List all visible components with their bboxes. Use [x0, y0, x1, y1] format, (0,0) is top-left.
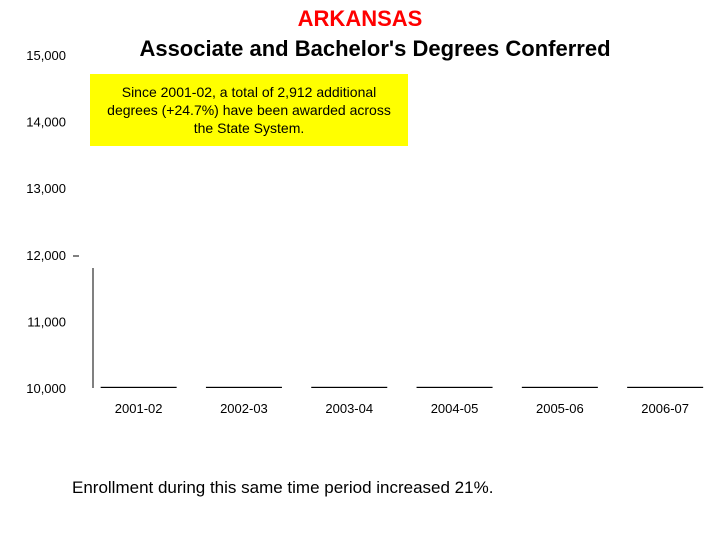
- y-tick-label: 15,000: [26, 48, 66, 63]
- y-tick-label: 14,000: [26, 115, 66, 130]
- bar: [100, 386, 177, 388]
- y-tick-labels: 10,000 11,000 12,000 13,000 14,000 15,000: [26, 48, 66, 396]
- y-tick-label: 11,000: [27, 314, 66, 329]
- state-title: ARKANSAS: [297, 6, 423, 31]
- bar: [521, 386, 598, 388]
- x-tick-label: 2002-03: [220, 401, 268, 416]
- bar: [627, 386, 704, 388]
- summary-callout: Since 2001-02, a total of 2,912 addition…: [90, 74, 408, 146]
- x-tick-label: 2005-06: [536, 401, 584, 416]
- y-tick-label: 10,000: [26, 381, 66, 396]
- chart-title: Associate and Bachelor's Degrees Conferr…: [139, 36, 611, 61]
- x-tick-label: 2001-02: [115, 401, 163, 416]
- bar: [205, 386, 282, 388]
- x-tick-label: 2003-04: [325, 401, 373, 416]
- bar: [416, 386, 493, 388]
- x-tick-label: 2006-07: [641, 401, 689, 416]
- bar: [311, 386, 388, 388]
- callout-text: Since 2001-02, a total of 2,912 addition…: [107, 84, 391, 136]
- bars: [100, 386, 704, 388]
- enrollment-footnote: Enrollment during this same time period …: [72, 478, 494, 497]
- x-tick-labels: 2001-02 2002-03 2003-04 2004-05 2005-06 2006-…: [115, 401, 689, 416]
- y-tick-label: 13,000: [26, 181, 66, 196]
- x-tick-label: 2004-05: [431, 401, 479, 416]
- y-tick-label: 12,000: [26, 248, 66, 263]
